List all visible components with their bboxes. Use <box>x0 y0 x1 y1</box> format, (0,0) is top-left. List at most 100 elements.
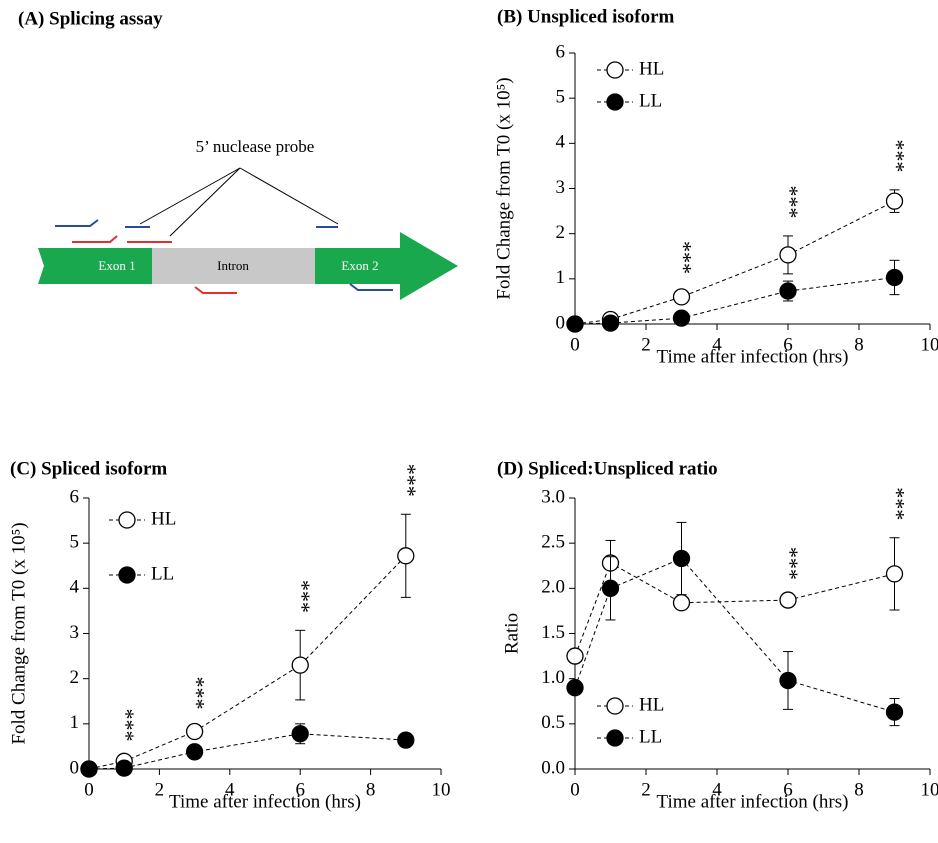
y-axis-label: Fold Change from T0 (x 10⁵) <box>493 77 514 299</box>
legend-marker <box>606 93 624 111</box>
panel-title: (B) Unspliced isoform <box>497 6 675 27</box>
data-point <box>672 309 691 327</box>
significance: *** <box>114 709 139 742</box>
significance: *** <box>396 464 421 497</box>
intron-box <box>152 248 315 284</box>
y-tick-label: 1.0 <box>541 667 565 688</box>
data-point <box>672 594 691 612</box>
y-tick-label: 0 <box>70 757 80 778</box>
x-axis-label: Time after infection (hrs) <box>657 791 849 812</box>
panel-title: (A) Splicing assay <box>18 8 163 29</box>
x-tick-label: 4 <box>712 779 722 800</box>
series-line <box>574 200 895 325</box>
x-tick-label: 8 <box>854 334 864 355</box>
y-tick-label: 2.0 <box>541 577 565 598</box>
intron-label: Intron <box>217 258 249 273</box>
data-point <box>601 579 620 597</box>
exon2-label: Exon 2 <box>341 258 378 273</box>
data-point <box>291 725 309 743</box>
y-tick-label: 4 <box>70 577 80 598</box>
y-tick-label: 5 <box>70 532 80 553</box>
x-tick-label: 0 <box>570 779 580 800</box>
x-tick-label: 8 <box>366 779 376 800</box>
data-point <box>885 565 904 583</box>
data-point <box>566 647 584 665</box>
y-tick-label: 1.5 <box>541 622 565 643</box>
x-tick-label: 10 <box>921 334 938 355</box>
y-axis-label: Fold Change from T0 (x 10⁵) <box>8 522 29 744</box>
probe-pointers <box>139 167 339 237</box>
splicing-diagram: (A) Splicing assay Exon 1 Intron Exon 2 … <box>18 8 458 300</box>
data-point <box>291 656 309 674</box>
y-tick-label: 3 <box>556 177 566 198</box>
x-tick-label: 6 <box>783 334 793 355</box>
y-tick-label: 3 <box>70 622 80 643</box>
y-tick-label: 1 <box>556 267 566 288</box>
data-point <box>80 760 98 778</box>
y-axis-label: Ratio <box>501 613 522 654</box>
legend-marker <box>606 729 624 747</box>
significance: *** <box>778 185 803 218</box>
legend-label: LL <box>639 90 662 111</box>
y-tick-label: 4 <box>556 132 566 153</box>
exon1-label: Exon 1 <box>98 258 135 273</box>
y-tick-label: 5 <box>556 87 566 108</box>
legend-label: HL <box>151 508 176 529</box>
y-tick-label: 0 <box>556 312 566 333</box>
y-tick-label: 3.0 <box>541 486 565 507</box>
data-point <box>115 759 133 777</box>
y-tick-label: 0.5 <box>541 712 565 733</box>
primers <box>55 219 393 294</box>
y-tick-label: 2 <box>556 222 566 243</box>
x-tick-label: 0 <box>84 779 94 800</box>
data-point <box>185 722 204 741</box>
significance: *** <box>185 676 210 709</box>
data-point <box>779 246 797 264</box>
legend-label: LL <box>639 726 662 747</box>
data-point <box>885 268 904 287</box>
y-tick-label: 2 <box>70 667 80 688</box>
data-point <box>566 315 584 333</box>
x-tick-label: 4 <box>712 334 722 355</box>
data-point <box>779 282 797 300</box>
y-tick-label: 6 <box>556 41 566 62</box>
x-tick-label: 2 <box>641 334 651 355</box>
y-tick-label: 2.5 <box>541 532 565 553</box>
probe-label: 5’ nuclease probe <box>196 137 315 156</box>
x-tick-label: 0 <box>570 334 580 355</box>
data-point <box>779 591 797 609</box>
legend-marker <box>118 566 136 584</box>
legend-label: HL <box>639 58 664 79</box>
x-tick-label: 6 <box>783 779 793 800</box>
legend-marker <box>606 697 624 715</box>
data-point <box>397 547 415 565</box>
significance: *** <box>884 139 909 172</box>
data-point <box>885 703 904 721</box>
x-tick-label: 2 <box>641 779 651 800</box>
legend-marker <box>606 61 624 79</box>
panel-title: (D) Spliced:Unspliced ratio <box>497 458 718 479</box>
significance: *** <box>290 580 315 613</box>
data-point <box>185 743 204 761</box>
legend-label: LL <box>151 563 174 584</box>
data-point <box>672 549 691 568</box>
significance: *** <box>671 241 696 274</box>
x-tick-label: 2 <box>155 779 165 800</box>
x-tick-label: 6 <box>295 779 305 800</box>
data-point <box>566 679 584 697</box>
series-line <box>574 276 895 325</box>
y-tick-label: 1 <box>70 712 80 733</box>
data-point <box>397 731 415 749</box>
data-point <box>601 314 620 332</box>
legend-marker <box>118 511 136 529</box>
x-tick-label: 10 <box>432 779 451 800</box>
legend-label: HL <box>639 694 664 715</box>
significance: *** <box>778 547 803 580</box>
data-point <box>885 192 904 210</box>
x-tick-label: 8 <box>854 779 864 800</box>
data-point <box>672 288 691 306</box>
x-axis-label: Time after infection (hrs) <box>169 791 361 812</box>
y-tick-label: 6 <box>70 486 80 507</box>
x-tick-label: 10 <box>921 779 938 800</box>
